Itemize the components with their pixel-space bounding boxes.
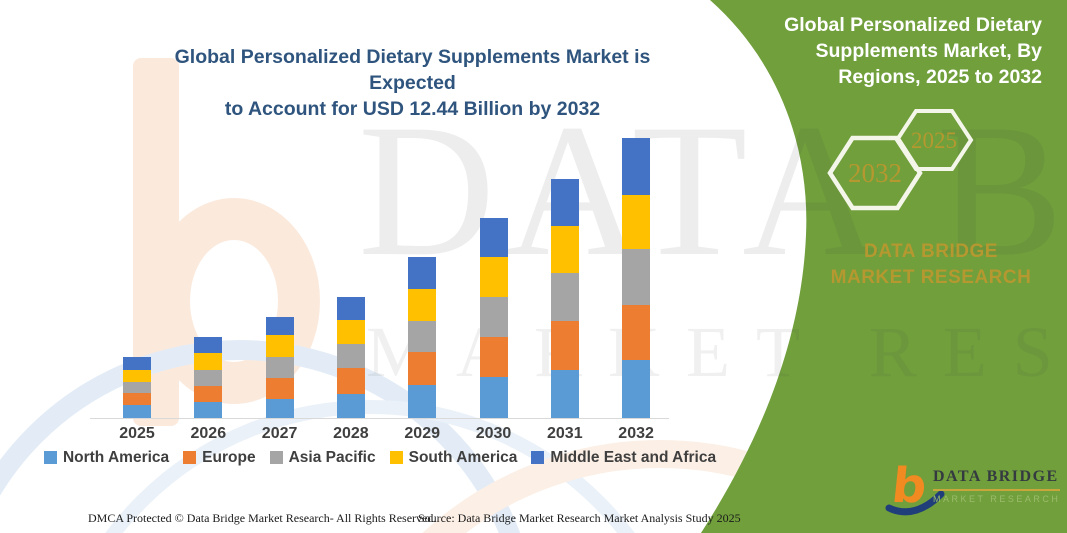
hexagon-front-year-label: 2025 — [911, 128, 957, 153]
bar-2031 — [550, 178, 579, 418]
bar-segment-asia-pacific — [336, 344, 365, 369]
legend-swatch-icon — [183, 451, 197, 464]
legend-label: Asia Pacific — [288, 449, 376, 466]
watermark-text-market-research: MARKET RESEARCH — [366, 312, 1067, 392]
legend-swatch-icon — [269, 451, 283, 464]
x-axis-label-2025: 2025 — [119, 425, 155, 442]
bar-segment-asia-pacific — [194, 370, 223, 387]
bar-segment-north-america — [408, 385, 437, 418]
bar-segment-europe — [479, 336, 508, 378]
x-axis-label-2029: 2029 — [404, 425, 440, 442]
bar-segment-south-america — [479, 256, 508, 297]
bar-2026 — [194, 337, 223, 418]
legend-item-europe: Europe — [183, 449, 256, 466]
bar-segment-north-america — [123, 405, 151, 418]
bar-segment-south-america — [550, 226, 579, 274]
legend-item-north-america: North America — [43, 449, 170, 466]
bar-segment-middle-east-and-africa — [479, 218, 508, 257]
bar-segment-north-america — [622, 360, 651, 418]
footer-dmca-text: DMCA Protected © Data Bridge Market Rese… — [88, 511, 437, 525]
bar-segment-europe — [336, 368, 365, 394]
logo-tagline-text: MARKET RESEARCH — [933, 494, 1061, 504]
bar-segment-south-america — [123, 370, 151, 383]
bar-segment-middle-east-and-africa — [123, 356, 151, 371]
bar-segment-north-america — [550, 369, 579, 418]
bar-2027 — [265, 316, 294, 418]
bar-segment-middle-east-and-africa — [265, 316, 294, 336]
bar-segment-europe — [550, 321, 579, 370]
bar-segment-europe — [194, 386, 223, 403]
legend-item-asia-pacific: Asia Pacific — [269, 449, 376, 466]
hexagon-back-year-label: 2032 — [848, 158, 902, 188]
legend-swatch-icon — [43, 451, 57, 464]
chart-legend: North America Europe Asia Pacific South Ame… — [43, 449, 716, 466]
bar-segment-europe — [622, 305, 651, 361]
legend-item-middle-east-and-africa: Middle East and Africa — [531, 449, 716, 466]
chart-title-line1: Global Personalized Dietary Supplements … — [174, 46, 651, 94]
x-axis-label-2031: 2031 — [547, 425, 583, 442]
bar-segment-north-america — [479, 377, 508, 418]
legend-label: South America — [408, 449, 518, 466]
legend-swatch-icon — [531, 451, 545, 464]
logo-text-block: DATA BRIDGE MARKET RESEARCH — [933, 468, 1061, 504]
chart-title: Global Personalized Dietary Supplements … — [160, 44, 665, 122]
bar-segment-asia-pacific — [479, 296, 508, 337]
footer-source-text: Source: Data Bridge Market Research Mark… — [418, 511, 741, 525]
legend-label: North America — [62, 449, 170, 466]
bar-2030 — [479, 218, 508, 418]
x-axis-label-2026: 2026 — [190, 425, 227, 442]
bar-segment-europe — [265, 378, 294, 399]
chart-title-line2: to Account for USD 12.44 Billion by 2032 — [224, 98, 601, 120]
bar-segment-south-america — [336, 320, 365, 345]
bar-segment-middle-east-and-africa — [336, 296, 365, 321]
legend-item-south-america: South America — [389, 449, 518, 466]
legend-label: Europe — [202, 449, 256, 466]
side-panel-title: Global Personalized Dietary Supplements … — [784, 14, 1042, 88]
bar-segment-asia-pacific — [123, 382, 151, 394]
bar-segment-south-america — [265, 335, 294, 357]
bar-segment-asia-pacific — [265, 356, 294, 379]
bar-segment-south-america — [408, 289, 437, 321]
bar-segment-asia-pacific — [622, 249, 651, 306]
bar-segment-middle-east-and-africa — [622, 138, 651, 196]
watermark-logo-bowl — [148, 198, 320, 404]
legend-label: Middle East and Africa — [550, 449, 717, 466]
bar-segment-europe — [123, 393, 151, 406]
bar-2025 — [123, 356, 151, 418]
x-axis-line — [90, 418, 669, 419]
bar-segment-north-america — [336, 393, 365, 418]
data-bridge-logo: b DATA BRIDGE MARKET RESEARCH — [885, 452, 1063, 524]
legend-swatch-icon — [389, 451, 403, 464]
bar-2029 — [408, 257, 437, 418]
bar-segment-middle-east-and-africa — [194, 337, 223, 353]
x-axis-label-2032: 2032 — [618, 425, 654, 442]
bar-segment-south-america — [622, 195, 651, 250]
side-panel-brand-caption: DATA BRIDGE MARKET RESEARCH — [830, 241, 1032, 288]
bar-2032 — [622, 138, 651, 418]
hexagon-year-badges: 2025 2032 — [827, 109, 974, 211]
x-axis-label-2030: 2030 — [475, 425, 512, 442]
x-axis-label-2027: 2027 — [261, 425, 298, 442]
bar-segment-north-america — [265, 398, 294, 418]
logo-brand-text: DATA BRIDGE — [933, 468, 1061, 491]
bar-2028 — [336, 296, 365, 418]
bar-segment-asia-pacific — [408, 320, 437, 353]
bar-segment-middle-east-and-africa — [550, 178, 579, 227]
bar-segment-asia-pacific — [550, 273, 579, 322]
bar-segment-north-america — [194, 402, 223, 418]
bar-segment-middle-east-and-africa — [408, 257, 437, 290]
bar-segment-europe — [408, 352, 437, 386]
x-axis-label-2028: 2028 — [333, 425, 369, 442]
bar-segment-south-america — [194, 352, 223, 371]
